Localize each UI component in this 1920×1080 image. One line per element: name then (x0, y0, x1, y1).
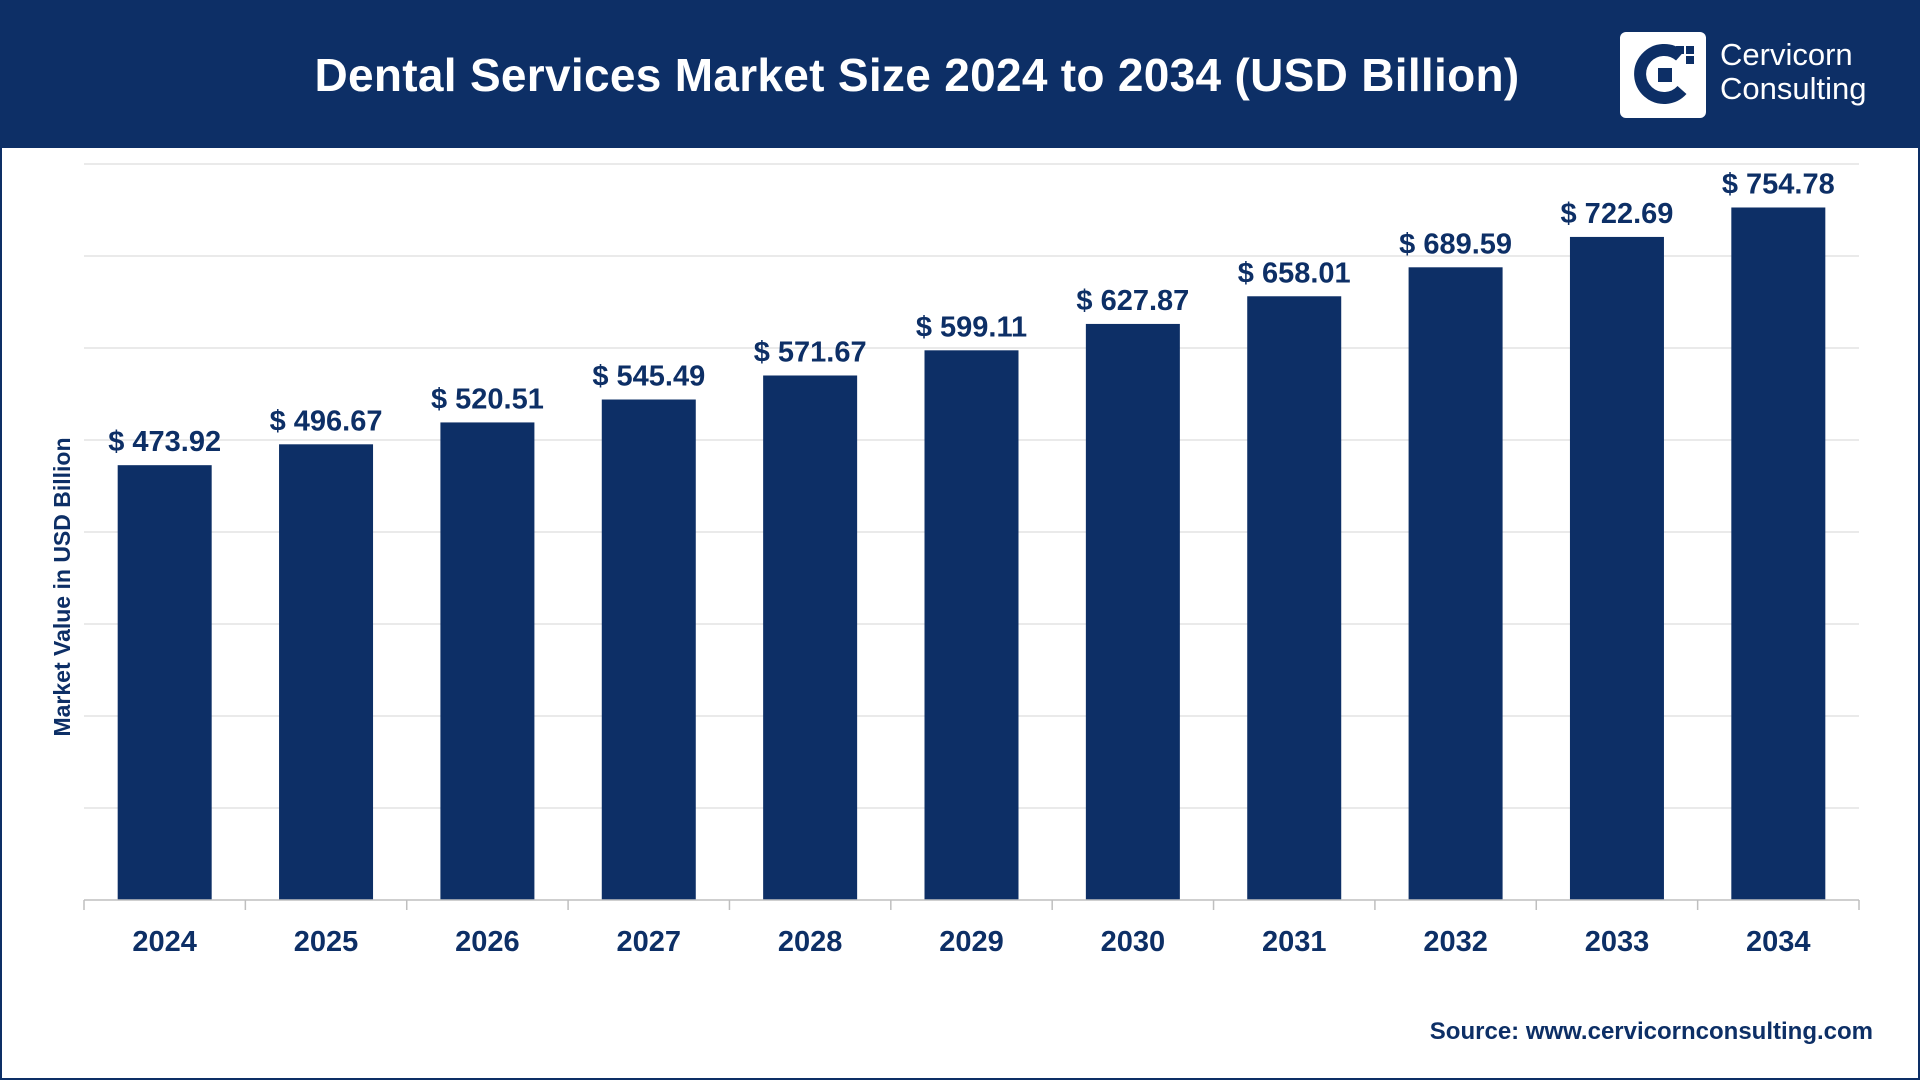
data-label-2029: $ 599.11 (916, 311, 1027, 343)
data-label-2025: $ 496.67 (270, 405, 383, 437)
x-tick-label-2030: 2030 (1101, 926, 1166, 958)
logo-line-1: Cervicorn (1720, 37, 1853, 72)
data-labels: $ 473.92 $ 496.67 $ 520.51 $ 545.49 $ 571.67… (108, 168, 1835, 458)
bar-2029 (924, 350, 1019, 900)
bar-2032 (1408, 267, 1503, 901)
x-tick-label-2028: 2028 (778, 926, 843, 958)
data-label-2031: $ 658.01 (1238, 257, 1351, 289)
x-tick-label-2024: 2024 (132, 926, 197, 958)
x-tick-label-2027: 2027 (617, 926, 682, 958)
data-label-2030: $ 627.87 (1076, 285, 1189, 317)
bar-2025 (279, 444, 374, 900)
chart-title: Dental Services Market Size 2024 to 2034… (314, 49, 1520, 101)
bar-2028 (763, 375, 858, 900)
x-tick-label-2029: 2029 (939, 926, 1004, 958)
bar-2027 (601, 399, 696, 900)
data-label-2028: $ 571.67 (754, 336, 867, 368)
x-tick-label-2034: 2034 (1746, 926, 1811, 958)
data-label-2034: $ 754.78 (1722, 168, 1835, 200)
bar-chart: 2024 2025 2026 2027 2028 2029 2030 2031 2032 2033… (49, 163, 1860, 958)
logo-line-2: Consulting (1720, 71, 1867, 106)
data-label-2027: $ 545.49 (592, 361, 705, 393)
data-label-2024: $ 473.92 (108, 426, 221, 458)
bar-2034 (1731, 207, 1826, 900)
logo-wordmark: Cervicorn Consulting (1720, 38, 1910, 106)
source-note: Source: www.cervicornconsulting.com (1429, 1018, 1873, 1045)
x-tick-label-2031: 2031 (1262, 926, 1327, 958)
bar-2026 (440, 422, 535, 900)
data-label-2026: $ 520.51 (431, 383, 544, 415)
x-axis: 2024 2025 2026 2027 2028 2029 2030 2031 2032 2033… (83, 899, 1860, 958)
cervicorn-c-logo-icon (1620, 32, 1706, 118)
x-tick-label-2025: 2025 (294, 926, 359, 958)
bar-2030 (1085, 323, 1180, 900)
data-label-2033: $ 722.69 (1561, 198, 1674, 230)
data-label-2032: $ 689.59 (1399, 228, 1512, 260)
x-tick-label-2026: 2026 (455, 926, 520, 958)
y-axis-label: Market Value in USD Billion (49, 437, 75, 736)
x-tick-label-2032: 2032 (1423, 926, 1488, 958)
chart-header: Dental Services Market Size 2024 to 2034… (2, 2, 1918, 148)
bar-2033 (1569, 236, 1664, 900)
bar-2024 (117, 465, 212, 900)
bars (117, 207, 1826, 901)
bar-2031 (1247, 296, 1342, 900)
x-tick-label-2033: 2033 (1585, 926, 1650, 958)
